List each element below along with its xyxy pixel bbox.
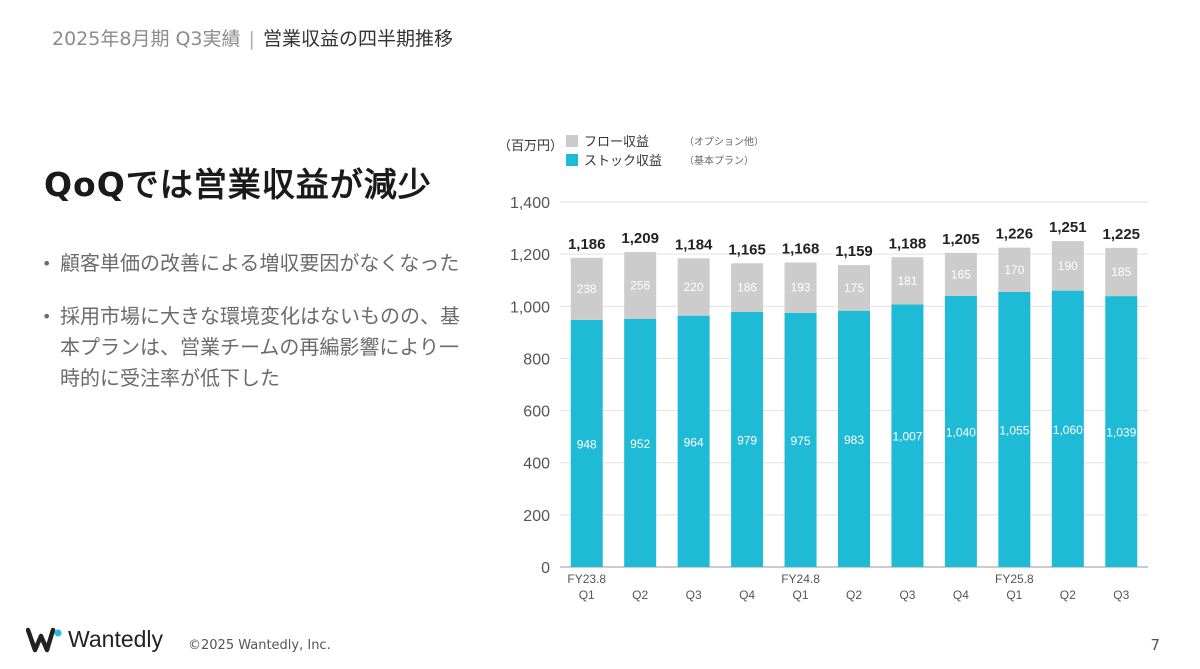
- flow-value-label: 190: [1058, 259, 1078, 273]
- flow-value-label: 185: [1111, 265, 1131, 279]
- x-tick-label: Q2: [1060, 588, 1076, 602]
- stock-value-label: 1,060: [1053, 423, 1083, 437]
- stock-bar: [1051, 290, 1084, 567]
- stock-bar: [731, 311, 764, 567]
- flow-value-label: 220: [684, 280, 704, 294]
- legend-label: ストック収益: [584, 153, 662, 168]
- flow-value-label: 238: [577, 282, 597, 296]
- bullet-item: 顧客単価の改善による増収要因がなくなった: [42, 248, 472, 279]
- flow-bar: [1105, 247, 1138, 297]
- stock-bar: [570, 319, 603, 567]
- stock-bar: [944, 295, 977, 567]
- x-tick-label: Q2: [846, 588, 862, 602]
- y-tick-label: 200: [523, 508, 550, 525]
- flow-bar: [784, 262, 817, 313]
- stock-bar: [998, 291, 1031, 567]
- flow-bar: [838, 265, 870, 311]
- fiscal-year-label: FY24.8: [781, 572, 820, 586]
- flow-value-label: 186: [737, 281, 757, 295]
- legend-label: フロー収益: [584, 134, 649, 149]
- flow-bar: [677, 258, 710, 316]
- y-tick-label: 1,200: [510, 247, 550, 264]
- y-tick-label: 0: [541, 560, 550, 577]
- stock-value-label: 948: [577, 437, 597, 451]
- x-tick-label: Q3: [899, 588, 915, 602]
- x-tick-label: Q4: [739, 588, 755, 602]
- legend-swatch: [566, 154, 578, 166]
- stock-bar: [891, 304, 924, 567]
- stock-value-label: 964: [684, 435, 704, 449]
- flow-bar: [570, 257, 603, 320]
- total-value-label: 1,205: [942, 231, 980, 248]
- stock-bar: [677, 315, 710, 567]
- x-tick-label: Q2: [632, 588, 648, 602]
- y-tick-label: 800: [523, 351, 550, 368]
- total-value-label: 1,159: [835, 243, 873, 260]
- stock-value-label: 983: [844, 433, 864, 447]
- flow-bar: [1051, 241, 1084, 291]
- y-tick-label: 600: [523, 404, 550, 421]
- flow-value-label: 165: [951, 267, 971, 281]
- legend-swatch: [566, 135, 578, 147]
- y-tick-label: 1,400: [510, 195, 550, 212]
- total-value-label: 1,226: [996, 226, 1034, 243]
- y-tick-label: 400: [523, 456, 550, 473]
- stock-value-label: 952: [630, 437, 650, 451]
- fiscal-year-label: FY23.8: [567, 572, 606, 586]
- wantedly-logo: Wantedly: [26, 626, 163, 653]
- x-tick-label: Q3: [1113, 588, 1129, 602]
- total-value-label: 1,188: [889, 235, 927, 252]
- flow-value-label: 193: [791, 281, 811, 295]
- flow-value-label: 181: [897, 274, 917, 288]
- header-topic: 営業収益の四半期推移: [262, 28, 453, 50]
- stock-value-label: 975: [791, 434, 811, 448]
- flow-bar: [731, 263, 764, 312]
- bullet-list: 顧客単価の改善による増収要因がなくなった 採用市場に大きな環境変化はないものの、…: [42, 248, 472, 416]
- x-tick-label: Q1: [579, 588, 595, 602]
- header-separator: |: [248, 28, 255, 50]
- fiscal-year-label: FY25.8: [995, 572, 1034, 586]
- stock-bar: [784, 312, 817, 567]
- stock-bar: [1105, 296, 1138, 567]
- total-value-label: 1,225: [1102, 226, 1140, 243]
- slide-headline: QoQでは営業収益が減少: [44, 165, 432, 204]
- total-value-label: 1,165: [728, 241, 766, 258]
- legend-note: （基本プラン）: [684, 154, 754, 167]
- stock-value-label: 1,055: [999, 423, 1029, 437]
- bullet-item: 採用市場に大きな環境変化はないものの、基本プランは、営業チームの再編影響により一…: [42, 301, 472, 394]
- wantedly-wordmark: Wantedly: [68, 626, 164, 652]
- x-tick-label: Q1: [1006, 588, 1022, 602]
- slide-header: 2025年8月期 Q3実績 | 営業収益の四半期推移: [52, 24, 453, 51]
- copyright: ©2025 Wantedly, Inc.: [188, 638, 331, 653]
- x-tick-label: Q3: [686, 588, 702, 602]
- header-period: 2025年8月期 Q3実績: [52, 28, 241, 50]
- legend-note: （オプション他）: [684, 135, 764, 148]
- wantedly-w-icon: [26, 627, 62, 652]
- x-tick-label: Q1: [793, 588, 809, 602]
- flow-bar: [998, 247, 1031, 292]
- x-tick-label: Q4: [953, 588, 969, 602]
- stock-value-label: 1,040: [946, 425, 976, 439]
- stock-value-label: 1,039: [1106, 426, 1136, 440]
- total-value-label: 1,186: [568, 236, 606, 253]
- total-value-label: 1,168: [782, 240, 820, 257]
- stock-bar: [838, 310, 870, 567]
- flow-bar: [891, 257, 924, 305]
- flow-bar: [624, 252, 657, 319]
- stock-bar: [624, 318, 657, 567]
- unit-label: （百万円）: [498, 138, 563, 153]
- stock-value-label: 1,007: [892, 430, 922, 444]
- flow-bar: [944, 252, 977, 296]
- total-value-label: 1,209: [621, 230, 659, 247]
- y-tick-label: 1,000: [510, 299, 550, 316]
- stock-value-label: 979: [737, 433, 757, 447]
- total-value-label: 1,184: [675, 236, 713, 253]
- flow-value-label: 170: [1004, 263, 1024, 277]
- flow-value-label: 175: [844, 281, 864, 295]
- flow-value-label: 256: [630, 278, 650, 292]
- page-number: 7: [1150, 636, 1160, 654]
- total-value-label: 1,251: [1049, 219, 1087, 236]
